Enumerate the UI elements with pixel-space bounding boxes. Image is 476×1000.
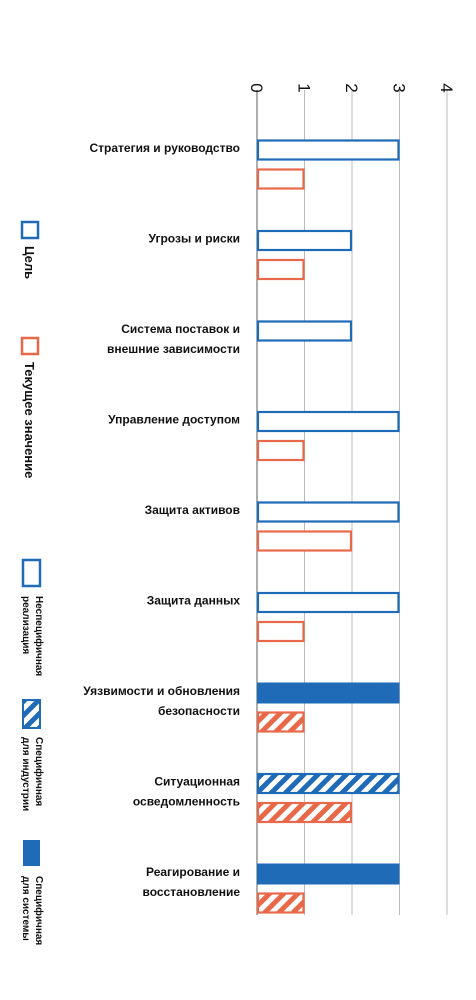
legend-swatch-target	[20, 220, 40, 240]
category-label: Управление доступом	[108, 413, 240, 427]
bar	[256, 591, 400, 614]
category-label: внешние зависимости	[107, 342, 240, 356]
axis-ticks: 0 1 2 3 4	[247, 83, 456, 92]
legend-label: для системы	[20, 876, 31, 941]
legend-label: Специфичная	[33, 737, 45, 806]
category-label: безопасности	[158, 704, 240, 718]
bar	[256, 320, 353, 342]
legend-label: для индустрии	[20, 737, 31, 811]
bar	[256, 801, 353, 824]
category-label: Защита активов	[145, 503, 240, 517]
category-label: Стратегия и руководство	[90, 141, 241, 155]
bar	[256, 139, 400, 161]
legend-swatch-system	[23, 840, 40, 866]
bar	[256, 892, 305, 914]
legend-swatch-current	[20, 336, 40, 356]
bar	[256, 229, 353, 252]
legend-swatch-nonspecific	[21, 558, 42, 588]
legend-label: Специфичная	[33, 876, 45, 945]
category-label: Угрозы и риски	[148, 232, 240, 246]
bar	[256, 439, 305, 462]
category-label: Защита данных	[147, 594, 241, 608]
category-label: Реагирование и	[146, 865, 240, 879]
category-label: Уязвимости и обновления	[83, 684, 240, 698]
bar	[256, 501, 400, 523]
category-labels: Стратегия и руководство Угрозы и риски Сис…	[83, 141, 240, 899]
legend: Цель Текущее значение Неспецифичнаяреализа…	[20, 220, 45, 945]
bar	[256, 410, 400, 433]
category-label: Ситуационная	[154, 775, 240, 789]
bars	[256, 139, 400, 914]
bar	[256, 711, 305, 733]
legend-label: Цель	[22, 246, 37, 279]
bar	[256, 530, 353, 552]
bar	[256, 772, 400, 795]
legend-label: Неспецифичная	[33, 596, 45, 676]
legend-label: Текущее значение	[22, 362, 37, 478]
tick-label: 4	[437, 83, 456, 92]
bar	[256, 168, 305, 190]
tick-label: 1	[295, 83, 314, 92]
bar	[257, 863, 400, 885]
legend-swatch-industry	[22, 699, 41, 729]
category-label: восстановление	[142, 885, 240, 899]
tick-label: 3	[390, 83, 409, 92]
bar	[256, 620, 305, 643]
legend-label: реализация	[20, 596, 31, 654]
bar	[256, 258, 305, 281]
bar	[257, 682, 400, 704]
category-label: Система поставок и	[121, 322, 240, 336]
category-label: осведомленность	[133, 795, 240, 809]
tick-label: 0	[247, 83, 266, 92]
tick-label: 2	[342, 83, 361, 92]
